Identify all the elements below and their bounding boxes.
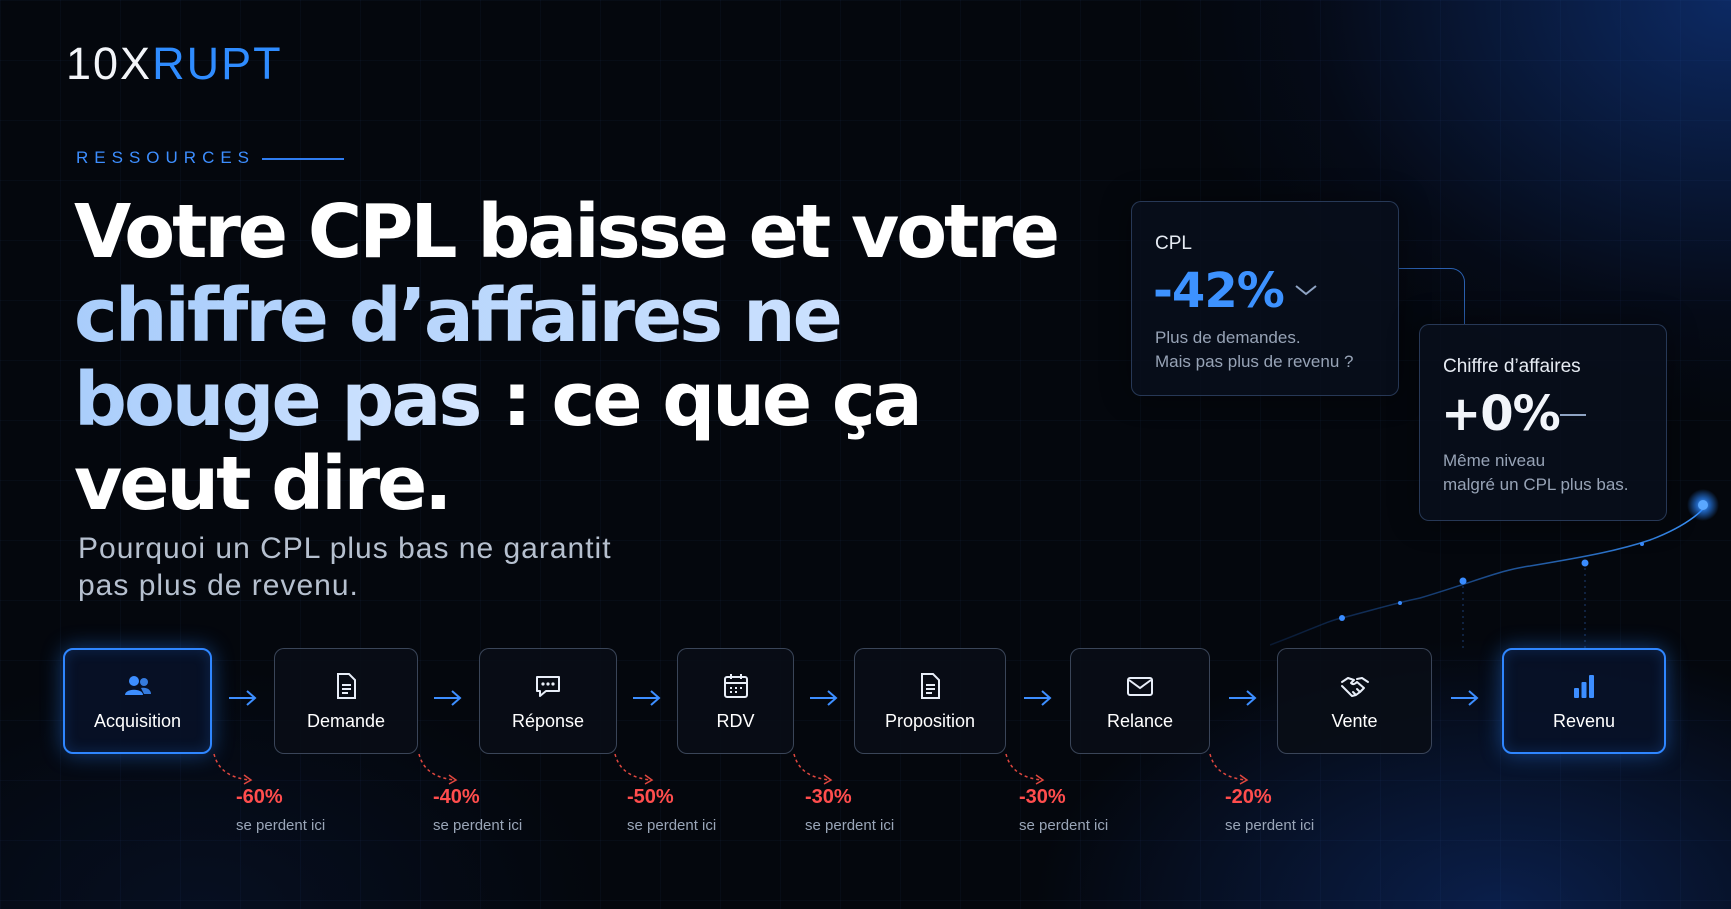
revenue-card: Chiffre d’affaires +0% Même niveau malgr…	[1419, 324, 1667, 521]
calendar-icon	[723, 673, 748, 698]
funnel-step-reponse[interactable]: Réponse	[479, 648, 617, 754]
document-icon	[337, 672, 356, 699]
trend-line-decoration	[1270, 489, 1719, 650]
loss-text: se perdent ici	[433, 817, 523, 834]
trend-point	[1339, 615, 1345, 621]
arrow-right-icon	[633, 690, 661, 706]
funnel-step-demande[interactable]: Demande	[274, 648, 418, 754]
loss-label: -40% se perdent ici	[433, 786, 522, 834]
trend-point	[1581, 559, 1589, 567]
handshake-icon	[1340, 676, 1369, 697]
loss-label: -60% se perdent ici	[236, 786, 325, 834]
revenue-card-desc: Même niveau malgré un CPL plus bas.	[1443, 449, 1629, 497]
logo-part-2: RUPT	[152, 38, 283, 89]
loss-percent: -20%	[1225, 786, 1272, 808]
bar-chart-icon	[1574, 674, 1594, 698]
users-icon	[124, 675, 151, 695]
trend-point-end	[1698, 500, 1708, 510]
arrow-right-icon	[1229, 690, 1257, 706]
funnel-step-label: Vente	[1331, 710, 1378, 731]
loss-arrow-icon	[614, 753, 654, 785]
eyebrow-divider	[262, 158, 344, 160]
dash-icon	[1560, 414, 1586, 416]
loss-arrow-icon	[418, 753, 458, 785]
arrow-right-icon	[229, 690, 257, 706]
document-icon	[921, 672, 940, 699]
loss-text: se perdent ici	[1225, 817, 1315, 834]
loss-arrow-icon	[1209, 753, 1249, 785]
funnel-step-label: Acquisition	[93, 710, 182, 731]
chat-bubble-icon	[536, 675, 560, 697]
funnel-step-label: Demande	[306, 710, 386, 731]
loss-arrow-icon	[213, 753, 253, 785]
loss-arrow-icon	[793, 753, 833, 785]
loss-percent: -30%	[1019, 786, 1066, 808]
funnel-step-label: Réponse	[511, 710, 585, 731]
funnel-step-proposition[interactable]: Proposition	[854, 648, 1006, 754]
logo-part-1: 10X	[66, 38, 153, 89]
subtitle-line-1: Pourquoi un CPL plus bas ne garantit	[78, 532, 612, 565]
card-connector	[1399, 268, 1465, 324]
subtitle-line-2: pas plus de revenu.	[78, 569, 359, 602]
title-line-3-white: : ce que ça	[479, 357, 923, 443]
loss-text: se perdent ici	[236, 817, 326, 834]
revenue-card-desc-1: Même niveau	[1443, 451, 1546, 470]
loss-arrow-icon	[1005, 753, 1045, 785]
loss-text: se perdent ici	[1019, 817, 1109, 834]
funnel-step-label: Proposition	[884, 710, 976, 731]
revenue-card-value: +0%	[1441, 386, 1561, 442]
page-title: Votre CPL baisse et votre chiffre d’affa…	[74, 190, 1094, 526]
loss-percent: -50%	[627, 786, 674, 808]
cpl-card-desc-1: Plus de demandes.	[1155, 328, 1301, 347]
trend-point	[1398, 601, 1402, 605]
arrow-right-icon	[1451, 690, 1479, 706]
envelope-icon	[1127, 676, 1153, 696]
loss-percent: -60%	[236, 786, 283, 808]
arrow-right-icon	[1024, 690, 1052, 706]
trend-point	[1640, 542, 1644, 546]
trend-point	[1459, 577, 1467, 585]
loss-text: se perdent ici	[627, 817, 717, 834]
cpl-card-value: -42%	[1153, 263, 1285, 319]
loss-label: -20% se perdent ici	[1225, 786, 1314, 834]
title-line-2: chiffre d’affaires ne	[74, 274, 1094, 358]
arrow-right-icon	[810, 690, 838, 706]
funnel-step-label: Revenu	[1552, 710, 1616, 731]
title-line-3: bouge pas : ce que ça	[74, 358, 1094, 442]
funnel-step-label: RDV	[716, 710, 755, 731]
title-line-4: veut dire.	[74, 441, 452, 527]
loss-label: -50% se perdent ici	[627, 786, 716, 834]
loss-label: -30% se perdent ici	[805, 786, 894, 834]
funnel-step-revenu[interactable]: Revenu	[1502, 648, 1666, 754]
funnel-step-relance[interactable]: Relance	[1070, 648, 1210, 754]
funnel-step-acquisition[interactable]: Acquisition	[63, 648, 212, 754]
funnel-step-rdv[interactable]: RDV	[677, 648, 794, 754]
funnel-step-label: Relance	[1106, 710, 1174, 731]
cpl-card-desc-2: Mais pas plus de revenu ?	[1155, 352, 1354, 371]
loss-percent: -30%	[805, 786, 852, 808]
loss-label: -30% se perdent ici	[1019, 786, 1108, 834]
subtitle: Pourquoi un CPL plus bas ne garantit pas…	[78, 530, 612, 604]
revenue-card-title: Chiffre d’affaires	[1443, 356, 1581, 377]
title-line-1: Votre CPL baisse et votre	[74, 189, 1060, 275]
revenue-card-desc-2: malgré un CPL plus bas.	[1443, 475, 1629, 494]
cpl-card-desc: Plus de demandes. Mais pas plus de reven…	[1155, 326, 1353, 374]
brand-logo[interactable]: 10XRUPT	[66, 38, 283, 90]
cpl-card-title: CPL	[1155, 233, 1192, 254]
loss-percent: -40%	[433, 786, 480, 808]
cpl-card: CPL -42% Plus de demandes. Mais pas plus…	[1131, 201, 1399, 396]
arrow-right-icon	[434, 690, 462, 706]
title-line-3-blue: bouge pas	[74, 357, 482, 443]
chevron-down-icon	[1295, 285, 1317, 296]
funnel-step-vente[interactable]: Vente	[1277, 648, 1432, 754]
eyebrow-label: RESSOURCES	[76, 148, 256, 167]
loss-text: se perdent ici	[805, 817, 895, 834]
